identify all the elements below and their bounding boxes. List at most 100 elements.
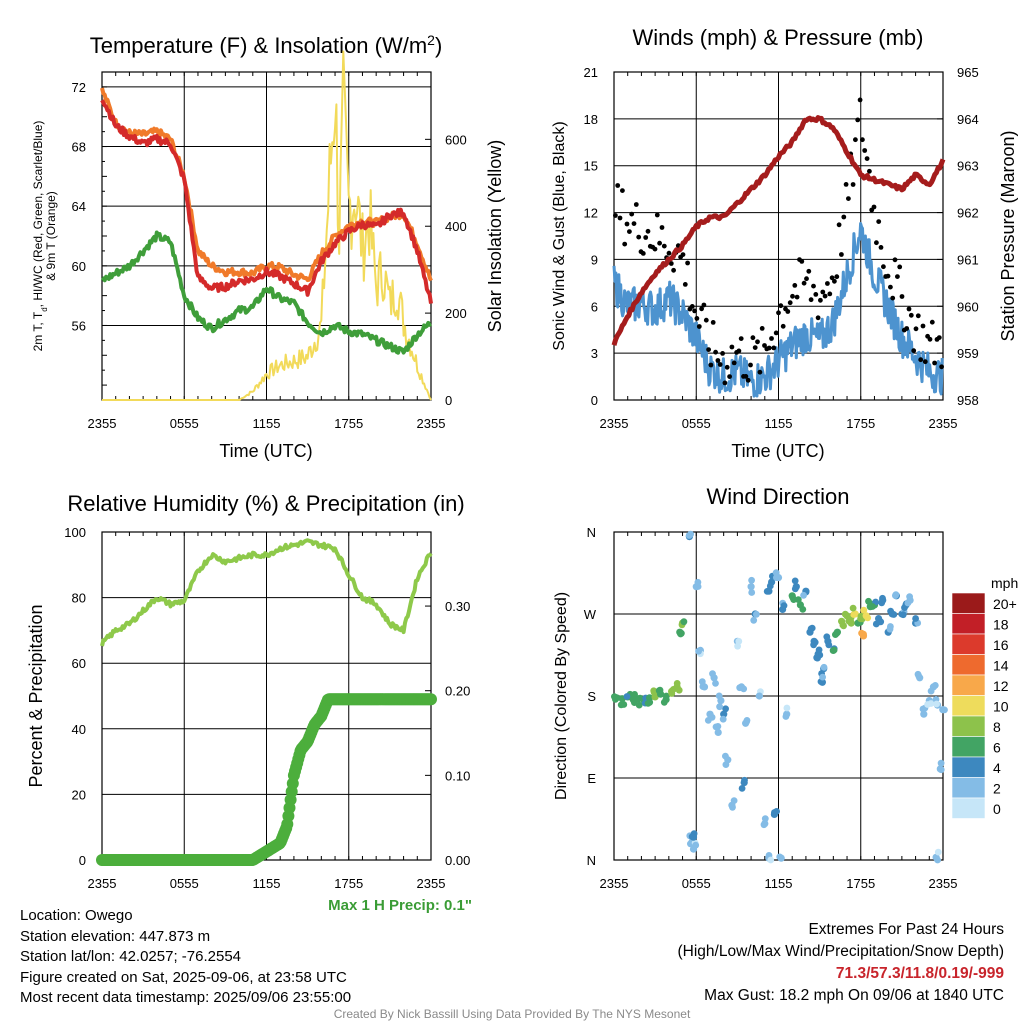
credit-text: Created By Nick Bassill Using Data Provi… xyxy=(333,1007,691,1021)
dir-point xyxy=(748,576,755,584)
winds-gust-point xyxy=(629,211,635,217)
dir-point xyxy=(800,591,807,599)
winds-gust-point xyxy=(755,339,760,345)
winds-gust-point xyxy=(922,359,928,365)
dir-point xyxy=(939,706,946,714)
winds-gust-point xyxy=(792,283,798,288)
colorbar-swatch xyxy=(951,777,986,799)
winds-gust-point xyxy=(932,360,937,366)
dir-point xyxy=(776,853,784,861)
dir-point xyxy=(760,821,768,829)
temp-ytick-label: 60 xyxy=(72,259,86,274)
winds-gust-point xyxy=(643,235,649,240)
winds-gust-point xyxy=(939,364,944,370)
winds-y2tick-label: 960 xyxy=(957,299,979,314)
winds-gust-point xyxy=(645,228,651,234)
temp-series-temp xyxy=(100,99,433,304)
colorbar-swatch xyxy=(951,674,986,696)
winds-gust-point xyxy=(703,317,709,323)
colorbar-label: 6 xyxy=(993,740,1001,756)
dir-xtick-label: 1755 xyxy=(846,876,875,891)
winds-gust-point xyxy=(624,221,630,227)
station-info: Location: Owego Station elevation: 447.8… xyxy=(20,906,351,1009)
winds-y2label: Station Pressure (Maroon) xyxy=(998,130,1018,341)
winds-gust-point xyxy=(832,278,837,284)
dir-point xyxy=(687,530,694,538)
dir-point xyxy=(807,625,815,633)
winds-gust-point xyxy=(915,313,921,319)
winds-gust-point xyxy=(853,137,858,143)
winds-gust-point xyxy=(904,326,910,331)
rh-precip-point xyxy=(425,693,437,706)
winds-y2tick-label: 958 xyxy=(957,393,979,408)
dir-point xyxy=(708,713,716,721)
created-text: Figure created on Sat, 2025-09-06, at 23… xyxy=(20,968,347,986)
colorbar: 20+ 18 16 14 12 10 8 6 4 2 0 xyxy=(951,592,1017,819)
dir-point xyxy=(860,606,868,614)
winds-gust-point xyxy=(780,323,786,329)
dir-title: Wind Direction xyxy=(706,484,849,509)
dir-point xyxy=(841,610,849,618)
winds-gust-point xyxy=(738,336,744,341)
winds-gust-point xyxy=(654,212,660,218)
dir-point xyxy=(934,848,942,856)
dir-point xyxy=(864,614,872,622)
colorbar-swatch xyxy=(951,633,986,655)
dir-point xyxy=(767,856,775,864)
rh-ytick-label: 40 xyxy=(72,722,86,737)
winds-gust-point xyxy=(715,358,721,363)
dir-point xyxy=(753,610,760,618)
winds-gust-point xyxy=(839,252,844,257)
winds-ytick-label: 9 xyxy=(591,252,598,267)
winds-gust-point xyxy=(888,284,893,290)
colorbar-swatch xyxy=(951,654,986,676)
dir-point xyxy=(825,641,833,649)
winds-gust-point xyxy=(920,323,926,329)
winds-gust-point xyxy=(825,281,830,286)
dir-point xyxy=(931,682,939,689)
winds-y2tick-label: 959 xyxy=(957,346,979,361)
winds-gust-point xyxy=(906,306,912,312)
dir-ytick-label: W xyxy=(584,607,597,622)
winds-ytick-label: 6 xyxy=(591,299,598,314)
colorbar-title: mph xyxy=(991,575,1018,591)
dir-point xyxy=(924,701,931,708)
dir-ylabel: Direction (Colored By Speed) xyxy=(553,592,570,800)
temp-ytick-label: 56 xyxy=(72,318,86,333)
temp-xtick-label: 2355 xyxy=(417,416,446,431)
winds-gust-point xyxy=(799,259,805,264)
colorbar-swatch xyxy=(951,695,986,717)
dir-point xyxy=(906,593,913,600)
colorbar-swatch xyxy=(951,736,986,758)
dir-plot: N E S W N 2355 0555 1155 1755 2355 xyxy=(584,525,958,891)
dir-point xyxy=(904,599,912,607)
winds-gust-point xyxy=(813,292,819,297)
dir-point xyxy=(890,611,898,618)
dir-point xyxy=(673,680,681,687)
dir-point xyxy=(650,687,658,695)
winds-gust-point xyxy=(759,326,765,331)
dir-point xyxy=(692,841,700,849)
temp-ytick-label: 64 xyxy=(72,199,86,214)
rh-series-rh xyxy=(100,538,433,647)
winds-gust-point xyxy=(785,309,791,314)
winds-gust-point xyxy=(790,293,795,299)
temp-y2tick-label: 0 xyxy=(445,393,452,408)
temp-series-solar xyxy=(102,50,432,401)
winds-gust-point xyxy=(701,302,707,308)
dir-point xyxy=(712,723,720,731)
temp-xtick-label: 0555 xyxy=(170,416,199,431)
winds-gust-point xyxy=(685,260,690,266)
winds-gust-point xyxy=(757,369,763,375)
dir-point xyxy=(716,703,723,711)
dir-point xyxy=(791,585,799,593)
rh-ytick-label: 80 xyxy=(72,591,86,606)
colorbar-label: 8 xyxy=(993,719,1001,735)
winds-gust-point xyxy=(818,297,823,303)
winds-gust-point xyxy=(752,345,758,350)
max-gust-text: Max Gust: 18.2 mph On 09/06 at 1840 UTC xyxy=(704,987,1004,1004)
dir-point xyxy=(715,692,723,700)
winds-gust-point xyxy=(890,295,896,301)
winds-gust-point xyxy=(841,214,847,220)
dir-point xyxy=(617,701,625,709)
